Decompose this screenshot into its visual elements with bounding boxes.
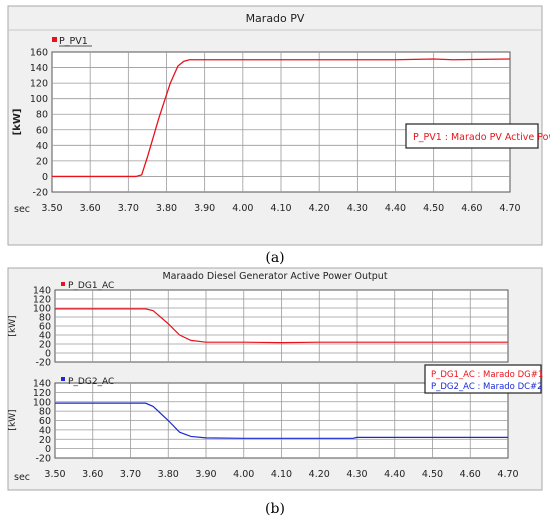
legend-top-b2-swatch xyxy=(61,377,65,381)
x-tick-label: 3.60 xyxy=(80,203,101,214)
caption-a: (a) xyxy=(265,250,284,266)
y-tick-label: 80 xyxy=(39,407,51,418)
y-tick-label: 60 xyxy=(36,125,48,136)
x-ticks-b: 3.50 3.60 3.70 3.80 3.90 4.00 4.10 4.20 4.30 4.40… xyxy=(44,469,518,480)
x-axis-label-a: sec xyxy=(14,204,30,215)
y-tick-label: 140 xyxy=(33,286,51,297)
legend-top-b2-label: P_DG2_AC xyxy=(68,377,114,387)
x-tick-label: 3.50 xyxy=(41,203,62,214)
y-tick-label: 100 xyxy=(30,94,48,105)
x-tick-label: 4.50 xyxy=(423,203,444,214)
x-tick-label: 4.30 xyxy=(347,203,368,214)
y-tick-label: 0 xyxy=(42,172,48,183)
x-tick-label: 3.50 xyxy=(44,469,65,480)
y-tick-label: 100 xyxy=(33,304,51,315)
x-tick-label: 4.30 xyxy=(346,469,367,480)
x-axis-label-b: sec xyxy=(14,472,30,483)
y-tick-label: 40 xyxy=(39,331,51,342)
y-axis-label-a: [kW] xyxy=(12,109,23,136)
x-tick-label: 3.60 xyxy=(82,469,103,480)
y-tick-label: 160 xyxy=(30,48,48,59)
legend-box-b-entry-dg2: P_DG2_AC : Marado DC#2 xyxy=(431,382,543,392)
legend-box-b xyxy=(424,364,542,394)
legend-top-a-swatch xyxy=(52,37,57,42)
legend-box-a xyxy=(405,123,539,149)
x-ticks-a: 3.50 3.60 3.70 3.80 3.90 4.00 4.10 4.20 4.30 4.40… xyxy=(41,203,520,214)
x-tick-label: 3.70 xyxy=(120,469,141,480)
series-line-p-pv1 xyxy=(52,58,511,178)
y-tick-label: -20 xyxy=(35,454,51,465)
x-tick-label: 3.80 xyxy=(158,469,179,480)
y-tick-label: 40 xyxy=(36,141,48,152)
x-tick-label: 4.70 xyxy=(497,469,518,480)
caption-b: (b) xyxy=(265,501,285,517)
x-tick-label: 4.00 xyxy=(232,203,253,214)
x-tick-label: 4.40 xyxy=(384,469,405,480)
y-tick-label: 120 xyxy=(33,295,51,306)
grid-b1 xyxy=(55,290,508,362)
y-tick-label: 20 xyxy=(39,340,51,351)
series-line-p-dg1-ac xyxy=(55,308,508,344)
y-axis-label-b2: [kW] xyxy=(8,409,18,430)
x-tick-label: 4.00 xyxy=(233,469,254,480)
x-tick-label: 4.40 xyxy=(385,203,406,214)
legend-box-b-entry-dg1: P_DG1_AC : Marado DG#1 xyxy=(431,370,543,380)
x-tick-label: 3.90 xyxy=(194,203,215,214)
y-tick-label: 40 xyxy=(39,425,51,436)
y-tick-label: 60 xyxy=(39,322,51,333)
x-tick-label: 4.20 xyxy=(309,203,330,214)
x-tick-label: 4.60 xyxy=(461,203,482,214)
grid-a xyxy=(52,52,510,192)
panel-b: Maraado Diesel Generator Active Power Ou… xyxy=(7,267,543,491)
legend-top-a-label: P_PV1 xyxy=(59,36,88,47)
y-tick-label: 120 xyxy=(33,388,51,399)
y-tick-label: -20 xyxy=(35,358,51,369)
y-tick-label: 120 xyxy=(30,79,48,90)
series-line-p-dg2-ac xyxy=(55,402,508,439)
y-tick-label: 20 xyxy=(36,156,48,167)
x-tick-label: 3.80 xyxy=(156,203,177,214)
x-tick-label: 4.10 xyxy=(270,203,291,214)
y-ticks-a: 160 140 120 100 80 60 40 20 0 -20 xyxy=(30,48,48,199)
y-tick-label: 80 xyxy=(39,313,51,324)
y-tick-label: 80 xyxy=(36,110,48,121)
y-tick-label: 100 xyxy=(33,397,51,408)
y-tick-label: 60 xyxy=(39,416,51,427)
y-tick-label: -20 xyxy=(32,188,48,199)
y-tick-label: 20 xyxy=(39,435,51,446)
y-tick-label: 0 xyxy=(45,444,51,455)
y-tick-label: 140 xyxy=(33,379,51,390)
legend-top-b1-label: P_DG1_AC xyxy=(68,281,114,291)
chart-b-title: Maraado Diesel Generator Active Power Ou… xyxy=(162,271,387,282)
x-tick-label: 4.20 xyxy=(309,469,330,480)
x-tick-label: 4.10 xyxy=(271,469,292,480)
legend-box-a-text: P_PV1 : Marado PV Active Power xyxy=(413,132,550,143)
legend-top-b1-swatch xyxy=(61,282,65,286)
x-tick-label: 3.90 xyxy=(195,469,216,480)
x-tick-label: 4.50 xyxy=(422,469,443,480)
y-tick-label: 0 xyxy=(45,349,51,360)
x-tick-label: 3.70 xyxy=(118,203,139,214)
x-tick-label: 4.60 xyxy=(460,469,481,480)
y-tick-label: 140 xyxy=(30,63,48,74)
x-tick-label: 4.70 xyxy=(499,203,520,214)
grid-b2 xyxy=(55,383,508,458)
y-axis-label-b1: [kW] xyxy=(8,315,18,336)
chart-a-title: Marado PV xyxy=(246,12,305,25)
